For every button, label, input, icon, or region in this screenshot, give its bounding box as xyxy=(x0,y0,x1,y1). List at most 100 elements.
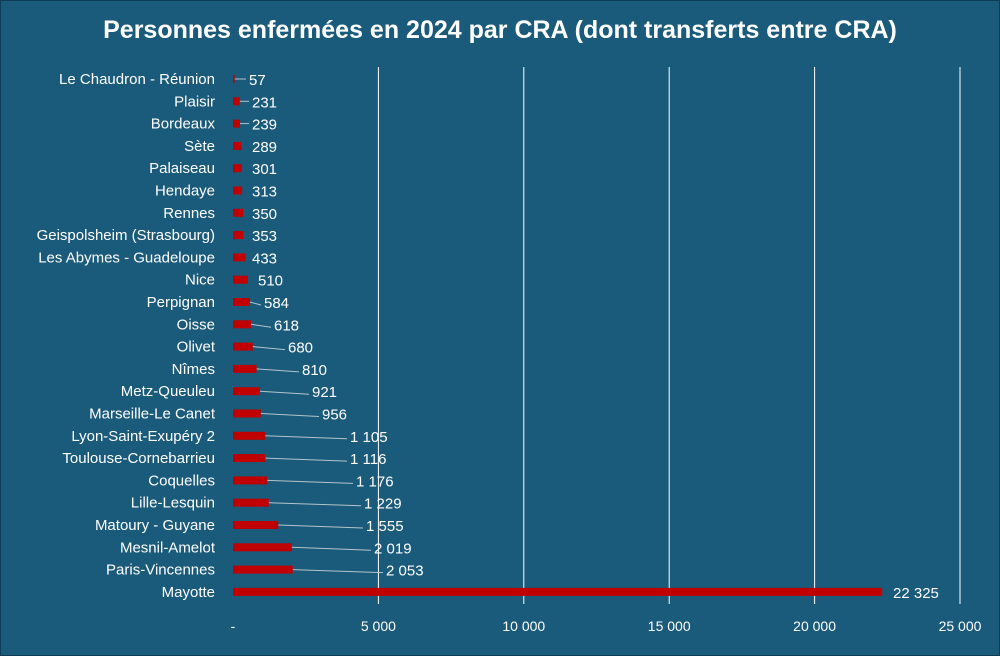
leader-line xyxy=(256,368,300,373)
category-label: Perpignan xyxy=(147,294,215,311)
bar xyxy=(233,431,266,440)
category-label: Plaisir xyxy=(174,93,215,110)
bar xyxy=(233,498,269,507)
leader-lines xyxy=(234,78,384,574)
data-label: 921 xyxy=(312,384,337,401)
data-label: 57 xyxy=(249,72,266,89)
x-tick-label: 15 000 xyxy=(648,618,691,634)
leader-line xyxy=(259,390,310,395)
bar xyxy=(233,565,293,574)
bar xyxy=(233,454,266,463)
bar xyxy=(233,521,279,529)
bar xyxy=(233,141,242,150)
x-tick-label: 10 000 xyxy=(502,618,545,634)
leader-line xyxy=(292,569,384,574)
category-label: Sète xyxy=(184,138,215,155)
leader-line xyxy=(267,479,354,484)
category-label: Oisse xyxy=(177,316,215,333)
category-label: Olivet xyxy=(177,339,216,356)
bar xyxy=(233,298,250,306)
data-label: 956 xyxy=(322,407,347,424)
leader-line xyxy=(250,323,272,328)
data-label: 22 325 xyxy=(893,585,939,602)
bar xyxy=(233,208,244,217)
data-label: 350 xyxy=(252,206,277,223)
category-label: Mesnil-Amelot xyxy=(120,539,216,556)
bar xyxy=(233,587,883,596)
category-label: Coquelles xyxy=(148,472,215,489)
x-axis-ticks: - 5 000 10 000 15 000 20 000 25 000 xyxy=(231,618,982,634)
category-label: Le Chaudron - Réunion xyxy=(59,71,215,88)
category-label: Palaiseau xyxy=(149,160,215,177)
bar xyxy=(233,543,292,552)
data-label: 618 xyxy=(274,317,299,334)
leader-line xyxy=(268,502,362,507)
category-label: Bordeaux xyxy=(151,116,216,133)
category-label: Rennes xyxy=(163,205,215,222)
data-label: 810 xyxy=(302,362,327,379)
bar xyxy=(233,75,235,83)
data-label: 239 xyxy=(252,117,277,134)
category-label: Lyon-Saint-Exupéry 2 xyxy=(71,428,215,445)
leader-line xyxy=(252,346,286,351)
category-label: Matoury - Guyane xyxy=(95,517,215,534)
bar xyxy=(233,476,268,485)
bar xyxy=(233,275,248,284)
bar xyxy=(233,387,260,396)
category-labels: Le Chaudron - Réunion Plaisir Bordeaux Sète… xyxy=(37,71,216,601)
category-label: Hendaye xyxy=(155,183,215,200)
leader-line xyxy=(260,413,320,417)
gridlines xyxy=(377,67,961,604)
category-label: Les Abymes - Guadeloupe xyxy=(38,249,215,266)
category-label: Metz-Queuleu xyxy=(121,383,215,400)
bars xyxy=(233,75,883,596)
data-label: 1 229 xyxy=(364,496,402,513)
bar xyxy=(233,320,251,329)
data-label: 2 019 xyxy=(374,540,412,557)
leader-line xyxy=(278,524,364,529)
data-label: 680 xyxy=(288,340,313,357)
leader-line xyxy=(291,546,372,551)
x-tick-label: - xyxy=(231,618,236,634)
data-label: 584 xyxy=(264,295,289,312)
data-label: 510 xyxy=(258,273,283,290)
bar xyxy=(233,364,257,373)
x-tick-label: 20 000 xyxy=(793,618,836,634)
data-label: 289 xyxy=(252,139,277,156)
chart-title: Personnes enfermées en 2024 par CRA (don… xyxy=(103,16,897,44)
leader-line xyxy=(265,457,348,462)
data-label: 1 555 xyxy=(366,518,404,535)
category-label: Mayotte xyxy=(162,584,215,601)
x-tick-label: 25 000 xyxy=(939,618,982,634)
x-tick-label: 5 000 xyxy=(361,618,396,634)
bar xyxy=(233,253,246,262)
category-label: Nîmes xyxy=(172,361,215,378)
category-label: Toulouse-Cornebarrieu xyxy=(62,450,215,467)
data-label: 433 xyxy=(252,250,277,267)
data-label: 1 116 xyxy=(350,451,386,468)
category-label: Geispolsheim (Strasbourg) xyxy=(37,227,215,244)
data-labels: 57 231 239 289 301 313 350 353 433 510 584 618 680 81… xyxy=(249,72,939,602)
bar xyxy=(233,342,253,351)
data-label: 1 105 xyxy=(350,429,388,446)
data-label: 353 xyxy=(252,228,277,245)
category-label: Paris-Vincennes xyxy=(106,562,215,579)
leader-line xyxy=(265,435,348,440)
bar xyxy=(233,186,243,195)
bar xyxy=(233,231,244,240)
category-label: Marseille-Le Canet xyxy=(89,406,216,423)
data-label: 2 053 xyxy=(386,563,424,580)
bar xyxy=(233,97,240,106)
bar xyxy=(233,164,242,173)
leader-line xyxy=(249,301,262,306)
category-label: Lille-Lesquin xyxy=(131,495,215,512)
bar xyxy=(233,409,261,418)
category-label: Nice xyxy=(185,272,215,289)
data-label: 1 176 xyxy=(356,473,394,490)
data-label: 313 xyxy=(252,184,277,201)
bar xyxy=(233,119,240,128)
data-label: 231 xyxy=(252,94,277,111)
data-label: 301 xyxy=(252,161,277,178)
